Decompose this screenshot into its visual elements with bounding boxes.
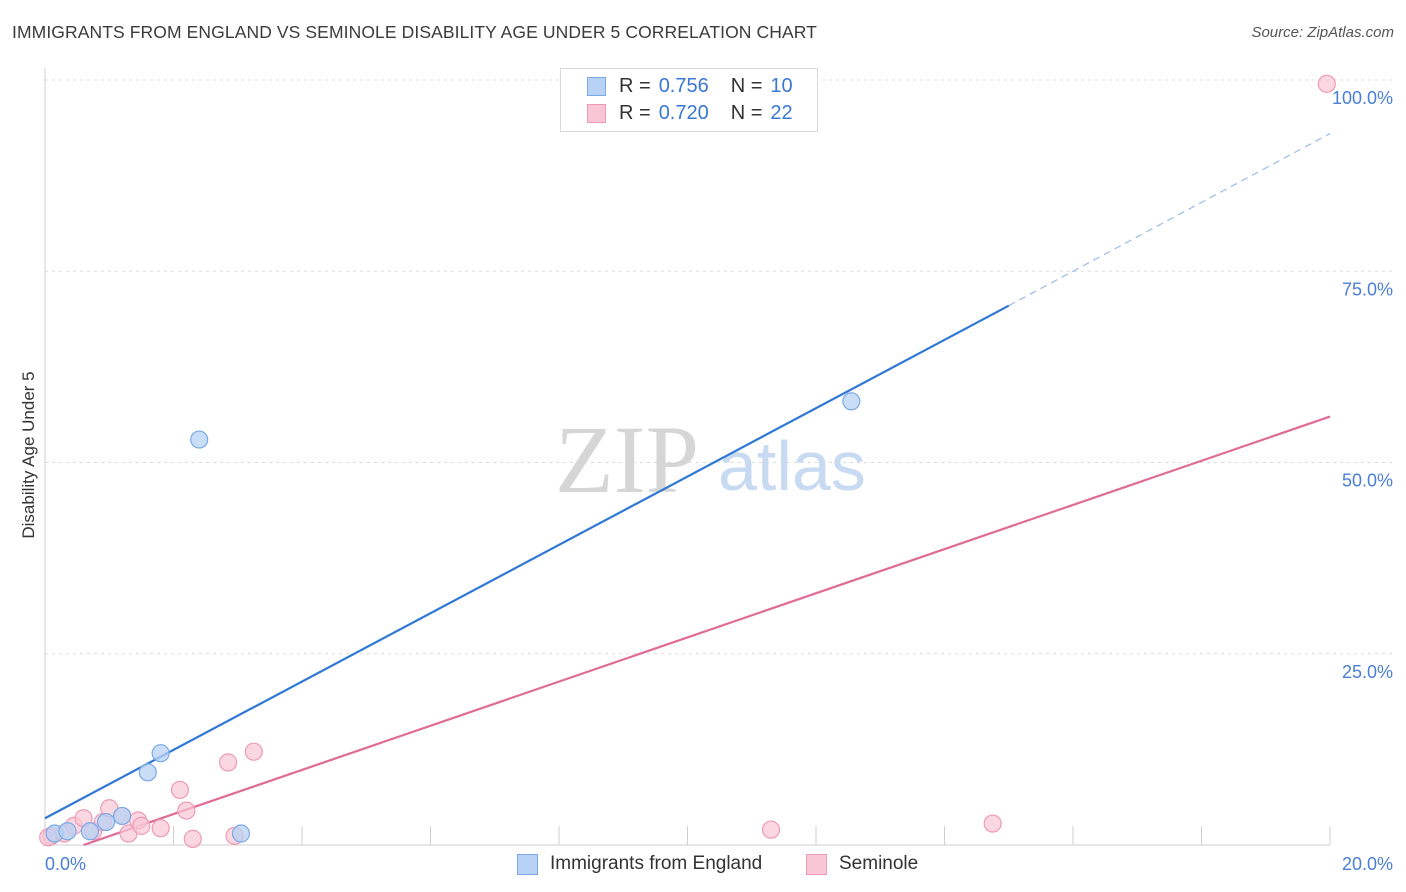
y-tick-label: 50.0% <box>1342 471 1393 491</box>
trend-lines <box>44 133 1331 847</box>
watermark-atlas: atlas <box>718 427 866 505</box>
point-seminole <box>983 814 1002 833</box>
legend-r-value-seminole: 0.720 <box>658 101 709 124</box>
x-tick-label: 20.0% <box>1342 854 1393 874</box>
point-england <box>96 812 116 832</box>
chart-title: IMMIGRANTS FROM ENGLAND VS SEMINOLE DISA… <box>12 22 817 42</box>
point-seminole <box>151 819 170 838</box>
x-tick-label: 0.0% <box>45 854 86 874</box>
point-seminole <box>177 801 196 820</box>
point-seminole <box>170 780 190 800</box>
legend-r-label: R = <box>619 101 651 124</box>
data-points <box>39 74 1336 848</box>
point-england <box>112 806 132 826</box>
point-seminole <box>219 753 238 772</box>
point-seminole <box>244 742 263 761</box>
point-seminole <box>132 816 151 835</box>
watermark: ZIP atlas <box>555 406 866 513</box>
point-england <box>58 822 77 841</box>
bottom-legend-swatch-seminole <box>806 853 827 875</box>
legend-r-value-england: 0.756 <box>658 74 709 97</box>
point-seminole <box>761 820 781 839</box>
legend-swatch-seminole <box>587 103 606 123</box>
trend-line-england-extrapolated <box>1008 133 1331 307</box>
legend-swatch-england <box>587 76 606 96</box>
point-england <box>138 763 157 782</box>
point-england <box>231 824 251 843</box>
x-tick-labels: 0.0% 20.0% <box>45 854 1393 874</box>
point-england <box>842 392 861 411</box>
point-seminole <box>183 829 202 848</box>
y-axis-label: Disability Age Under 5 <box>19 371 38 538</box>
bottom-legend-label-seminole: Seminole <box>839 853 919 874</box>
point-england <box>151 744 170 763</box>
bottom-legend-england: Immigrants from England <box>517 852 762 876</box>
point-seminole <box>1317 74 1336 93</box>
source-credit: Source: ZipAtlas.com <box>1251 24 1394 41</box>
y-tick-label: 100.0% <box>1332 88 1393 108</box>
bottom-legend-swatch-england <box>517 853 538 875</box>
legend-n-value-seminole: 22 <box>770 101 793 124</box>
legend-row-england: R = 0.756 N = 10 <box>587 73 793 99</box>
legend-n-label: N = <box>730 74 763 97</box>
legend: R = 0.756 N = 10 R = 0.720 N = 22 <box>560 68 818 132</box>
legend-n-value-england: 10 <box>770 74 793 97</box>
bottom-legend-seminole: Seminole <box>806 852 918 876</box>
y-tick-label: 75.0% <box>1342 279 1393 299</box>
trend-line-england <box>44 304 1010 820</box>
legend-row-seminole: R = 0.720 N = 22 <box>587 100 793 126</box>
bottom-legend-label-england: Immigrants from England <box>550 853 763 874</box>
point-england <box>80 822 100 841</box>
trend-line-seminole <box>83 415 1331 847</box>
legend-r-label: R = <box>619 74 651 97</box>
point-england <box>190 430 209 449</box>
y-tick-label: 25.0% <box>1342 662 1393 682</box>
watermark-zip: ZIP <box>555 406 699 513</box>
legend-n-label: N = <box>730 101 763 124</box>
y-tick-labels: 25.0% 50.0% 75.0% 100.0% <box>1332 88 1393 682</box>
